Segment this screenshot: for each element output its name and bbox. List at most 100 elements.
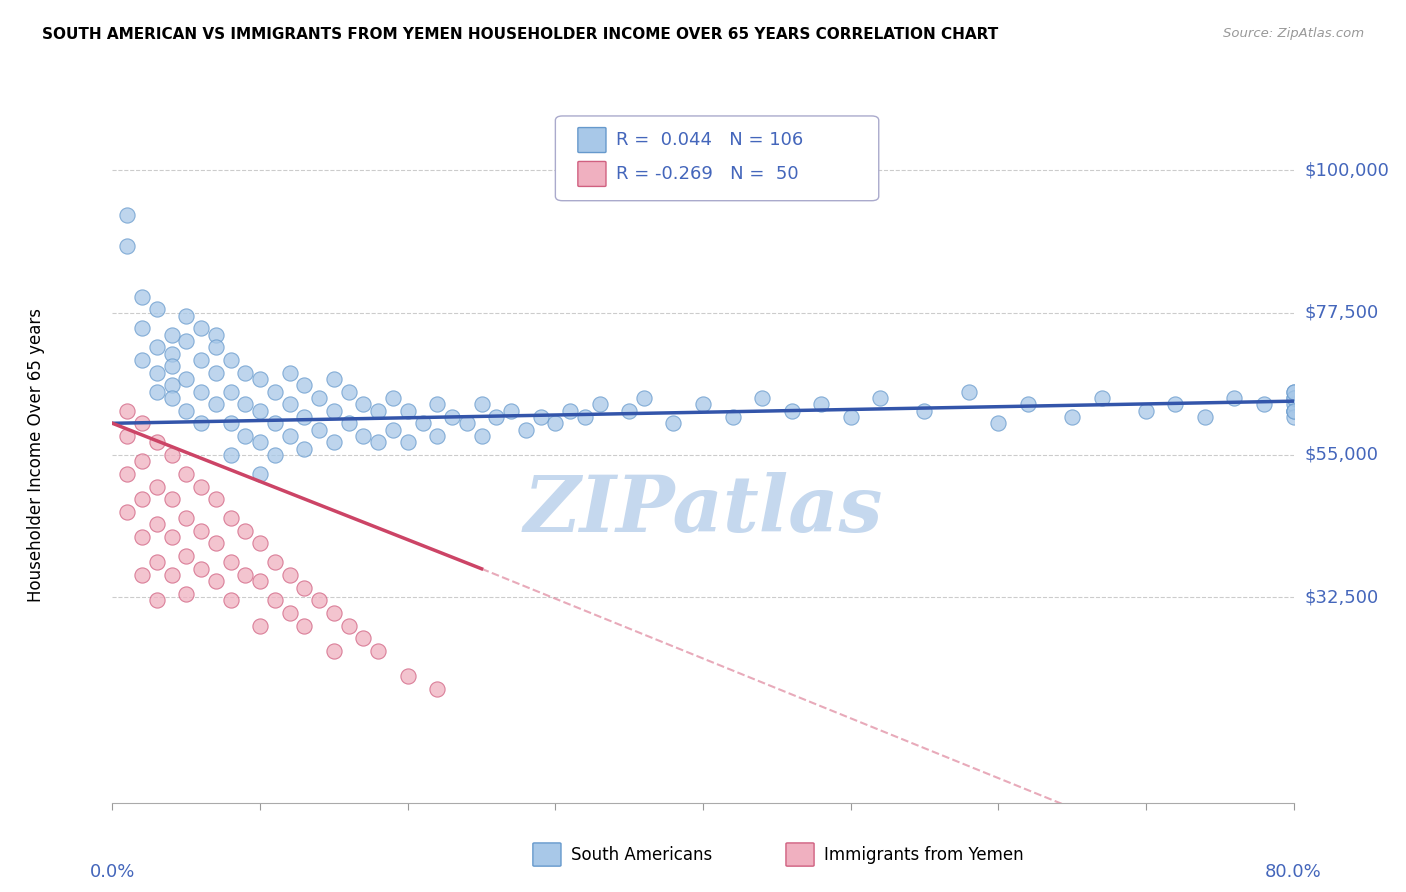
- Point: [1062, 409, 1084, 424]
- Point: [839, 409, 862, 424]
- Point: [441, 409, 464, 424]
- Point: [544, 417, 567, 431]
- Point: [352, 632, 374, 646]
- Text: Source: ZipAtlas.com: Source: ZipAtlas.com: [1223, 27, 1364, 40]
- Point: [117, 467, 138, 481]
- Point: [190, 417, 212, 431]
- Point: [323, 372, 346, 386]
- Point: [219, 353, 242, 368]
- Point: [190, 321, 212, 335]
- Point: [619, 403, 641, 417]
- Point: [219, 448, 242, 462]
- Point: [692, 397, 714, 411]
- Point: [396, 403, 419, 417]
- Point: [1282, 403, 1305, 417]
- Text: $55,000: $55,000: [1305, 446, 1379, 464]
- Point: [205, 340, 228, 354]
- Point: [190, 562, 212, 576]
- Point: [160, 530, 183, 544]
- Text: SOUTH AMERICAN VS IMMIGRANTS FROM YEMEN HOUSEHOLDER INCOME OVER 65 YEARS CORRELA: SOUTH AMERICAN VS IMMIGRANTS FROM YEMEN …: [42, 27, 998, 42]
- Point: [249, 403, 271, 417]
- Point: [292, 581, 315, 595]
- Point: [367, 403, 389, 417]
- Point: [780, 403, 803, 417]
- Point: [190, 524, 212, 538]
- Point: [323, 403, 346, 417]
- Point: [174, 549, 197, 563]
- Text: ZIPatlas: ZIPatlas: [523, 473, 883, 549]
- Point: [219, 417, 242, 431]
- Point: [219, 556, 242, 570]
- Point: [131, 454, 153, 468]
- Point: [117, 239, 138, 253]
- Point: [869, 391, 891, 405]
- Point: [146, 302, 169, 317]
- Point: [278, 366, 301, 380]
- Point: [146, 479, 169, 493]
- Text: 80.0%: 80.0%: [1265, 863, 1322, 881]
- Point: [233, 397, 256, 411]
- Point: [323, 606, 346, 620]
- Point: [160, 568, 183, 582]
- Point: [233, 429, 256, 443]
- Point: [426, 397, 449, 411]
- Point: [308, 593, 330, 607]
- Point: [337, 618, 360, 632]
- Point: [205, 366, 228, 380]
- Point: [219, 593, 242, 607]
- Point: [264, 417, 287, 431]
- Point: [190, 353, 212, 368]
- Text: 0.0%: 0.0%: [90, 863, 135, 881]
- Point: [1194, 409, 1216, 424]
- Point: [146, 340, 169, 354]
- Point: [1282, 403, 1305, 417]
- Point: [131, 530, 153, 544]
- Point: [160, 378, 183, 392]
- Point: [751, 391, 773, 405]
- Point: [233, 366, 256, 380]
- Point: [249, 467, 271, 481]
- Point: [323, 644, 346, 658]
- Point: [190, 384, 212, 399]
- Point: [396, 435, 419, 450]
- Point: [160, 359, 183, 374]
- Point: [174, 587, 197, 601]
- Point: [174, 334, 197, 348]
- Point: [174, 467, 197, 481]
- Point: [249, 372, 271, 386]
- Point: [205, 536, 228, 550]
- Point: [558, 403, 582, 417]
- Point: [501, 403, 523, 417]
- Point: [1282, 397, 1305, 411]
- Point: [131, 417, 153, 431]
- Point: [367, 435, 389, 450]
- Point: [721, 409, 744, 424]
- Point: [1091, 391, 1114, 405]
- Point: [146, 593, 169, 607]
- Point: [292, 442, 315, 456]
- Point: [233, 568, 256, 582]
- Point: [219, 511, 242, 525]
- Point: [249, 618, 271, 632]
- Point: [1017, 397, 1039, 411]
- Point: [160, 347, 183, 361]
- Point: [146, 384, 169, 399]
- Point: [190, 479, 212, 493]
- Point: [174, 309, 197, 323]
- Point: [131, 353, 153, 368]
- Point: [1253, 397, 1275, 411]
- Point: [456, 417, 478, 431]
- Point: [278, 397, 301, 411]
- Point: [131, 321, 153, 335]
- Point: [264, 384, 287, 399]
- Point: [292, 409, 315, 424]
- Point: [1135, 403, 1157, 417]
- Point: [515, 423, 537, 437]
- Point: [308, 423, 330, 437]
- Point: [574, 409, 596, 424]
- Point: [308, 391, 330, 405]
- Point: [160, 391, 183, 405]
- Point: [160, 492, 183, 507]
- Point: [396, 669, 419, 683]
- Point: [117, 505, 138, 519]
